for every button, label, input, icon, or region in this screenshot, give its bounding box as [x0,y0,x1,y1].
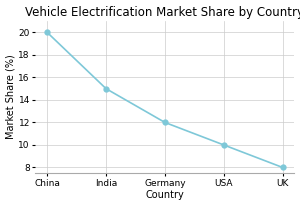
X-axis label: Country: Country [146,190,184,200]
Y-axis label: Market Share (%): Market Share (%) [6,55,16,139]
Title: Vehicle Electrification Market Share by Country: Vehicle Electrification Market Share by … [26,6,300,19]
